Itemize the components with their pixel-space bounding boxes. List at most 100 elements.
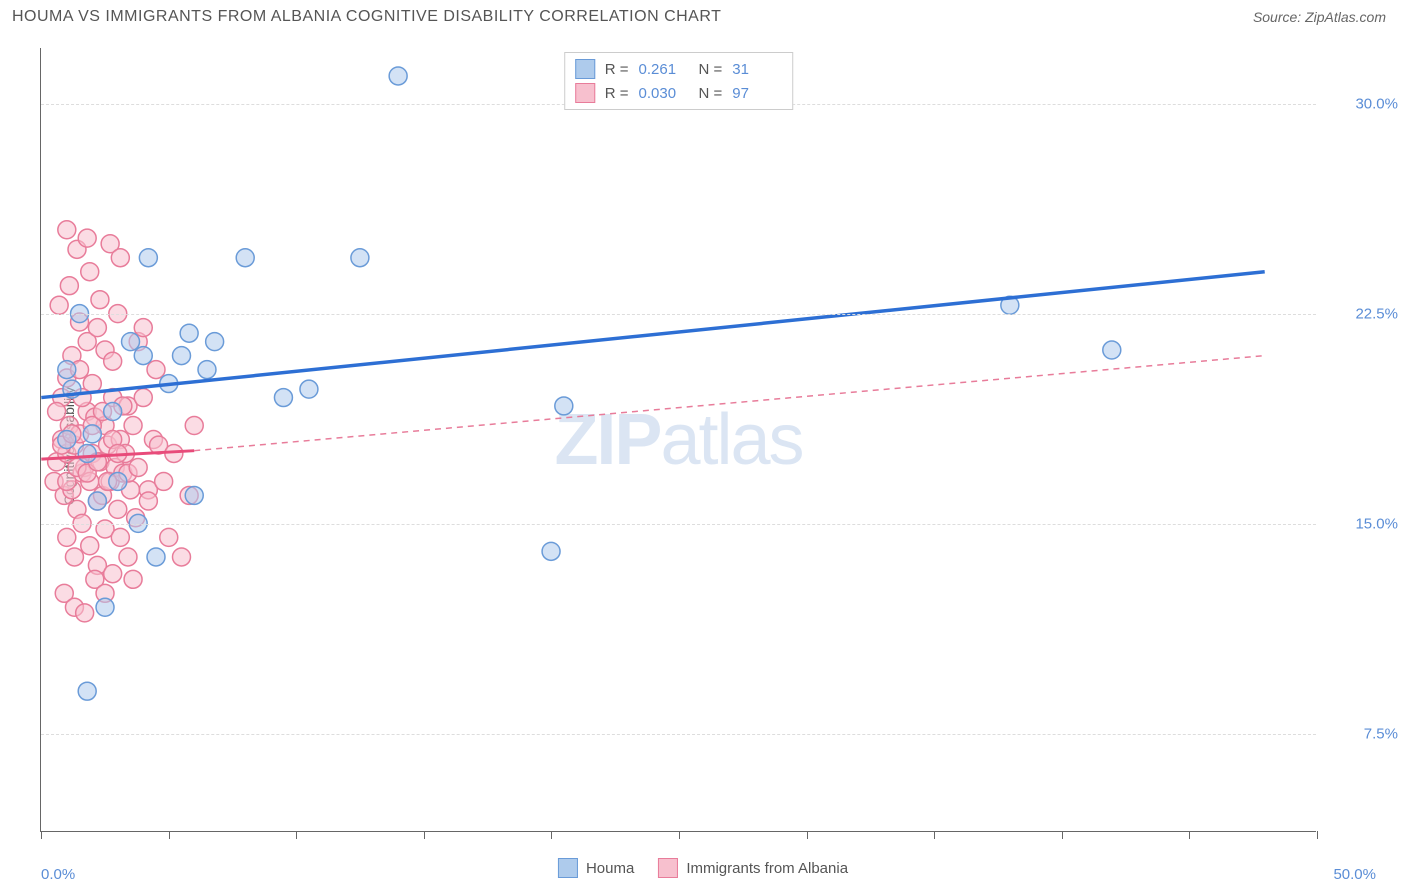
- scatter-point-series1: [351, 249, 369, 267]
- legend-stats: R = 0.261 N = 31 R = 0.030 N = 97: [564, 52, 794, 110]
- legend-n-value: 97: [732, 85, 782, 102]
- legend-series-label: Houma: [586, 860, 634, 877]
- legend-stats-row: R = 0.030 N = 97: [575, 81, 783, 105]
- scatter-point-series2: [81, 263, 99, 281]
- scatter-point-series1: [58, 431, 76, 449]
- legend-n-label: N =: [699, 85, 723, 102]
- legend-series: Houma Immigrants from Albania: [558, 858, 848, 878]
- scatter-point-series1: [96, 598, 114, 616]
- scatter-point-series1: [236, 249, 254, 267]
- legend-series-item: Immigrants from Albania: [658, 858, 848, 878]
- x-tick: [807, 831, 808, 839]
- y-tick-label: 15.0%: [1355, 516, 1398, 533]
- x-tick: [551, 831, 552, 839]
- scatter-point-series1: [58, 361, 76, 379]
- scatter-point-series1: [109, 472, 127, 490]
- legend-swatch-series2: [658, 858, 678, 878]
- gridline: [41, 734, 1316, 735]
- legend-r-label: R =: [605, 61, 629, 78]
- gridline: [41, 524, 1316, 525]
- scatter-point-series1: [542, 542, 560, 560]
- scatter-point-series2: [65, 548, 83, 566]
- scatter-point-series2: [111, 249, 129, 267]
- scatter-point-series2: [88, 319, 106, 337]
- y-tick-label: 7.5%: [1364, 726, 1398, 743]
- y-tick-label: 30.0%: [1355, 96, 1398, 113]
- y-tick-label: 22.5%: [1355, 306, 1398, 323]
- x-tick: [1189, 831, 1190, 839]
- scatter-point-series2: [129, 458, 147, 476]
- legend-n-value: 31: [732, 61, 782, 78]
- scatter-point-series1: [185, 486, 203, 504]
- scatter-point-series2: [91, 291, 109, 309]
- scatter-point-series2: [104, 352, 122, 370]
- scatter-point-series2: [81, 537, 99, 555]
- scatter-point-series2: [124, 417, 142, 435]
- legend-series-item: Houma: [558, 858, 634, 878]
- x-tick: [169, 831, 170, 839]
- legend-r-label: R =: [605, 85, 629, 102]
- scatter-point-series2: [173, 548, 191, 566]
- scatter-point-series1: [180, 324, 198, 342]
- scatter-point-series2: [119, 548, 137, 566]
- scatter-point-series2: [147, 361, 165, 379]
- x-tick: [1317, 831, 1318, 839]
- scatter-point-series2: [58, 528, 76, 546]
- scatter-point-series1: [78, 682, 96, 700]
- x-tick: [41, 831, 42, 839]
- gridline: [41, 314, 1316, 315]
- scatter-point-series2: [76, 604, 94, 622]
- scatter-point-series1: [198, 361, 216, 379]
- scatter-point-series1: [78, 444, 96, 462]
- scatter-point-series2: [104, 565, 122, 583]
- trendline-series1: [41, 272, 1264, 398]
- scatter-point-series2: [134, 389, 152, 407]
- scatter-point-series2: [124, 570, 142, 588]
- x-tick: [296, 831, 297, 839]
- scatter-point-series2: [48, 403, 66, 421]
- scatter-point-series1: [206, 333, 224, 351]
- scatter-point-series1: [173, 347, 191, 365]
- scatter-point-series1: [122, 333, 140, 351]
- scatter-point-series2: [78, 229, 96, 247]
- scatter-plot-svg: [41, 48, 1316, 831]
- scatter-point-series2: [139, 492, 157, 510]
- scatter-point-series2: [155, 472, 173, 490]
- x-axis-start-label: 0.0%: [41, 866, 75, 883]
- scatter-point-series1: [88, 492, 106, 510]
- scatter-point-series2: [160, 528, 178, 546]
- scatter-point-series2: [60, 277, 78, 295]
- scatter-point-series1: [300, 380, 318, 398]
- chart-plot-area: ZIPatlas R =0.261N =31R =0.030N =97 0.0%…: [40, 48, 1316, 832]
- scatter-point-series2: [134, 319, 152, 337]
- scatter-point-series2: [185, 417, 203, 435]
- scatter-point-series1: [147, 548, 165, 566]
- scatter-point-series1: [1103, 341, 1121, 359]
- scatter-point-series2: [111, 528, 129, 546]
- legend-n-label: N =: [699, 61, 723, 78]
- scatter-point-series1: [555, 397, 573, 415]
- scatter-point-series1: [139, 249, 157, 267]
- scatter-point-series2: [50, 296, 68, 314]
- scatter-point-series1: [83, 425, 101, 443]
- trendline-series2-dash: [194, 356, 1264, 451]
- legend-r-value: 0.261: [639, 61, 689, 78]
- source-attribution: Source: ZipAtlas.com: [1253, 9, 1386, 25]
- legend-series-label: Immigrants from Albania: [686, 860, 848, 877]
- scatter-point-series2: [109, 500, 127, 518]
- scatter-point-series2: [58, 221, 76, 239]
- x-axis-end-label: 50.0%: [1333, 866, 1376, 883]
- x-tick: [1062, 831, 1063, 839]
- legend-swatch-series1: [558, 858, 578, 878]
- scatter-point-series1: [134, 347, 152, 365]
- chart-title: HOUMA VS IMMIGRANTS FROM ALBANIA COGNITI…: [12, 8, 721, 26]
- legend-stats-row: R = 0.261 N = 31: [575, 57, 783, 81]
- legend-swatch-series2: [575, 83, 595, 103]
- x-tick: [934, 831, 935, 839]
- legend-swatch-series1: [575, 59, 595, 79]
- legend-r-value: 0.030: [639, 85, 689, 102]
- scatter-point-series1: [274, 389, 292, 407]
- x-tick: [679, 831, 680, 839]
- x-tick: [424, 831, 425, 839]
- scatter-point-series1: [104, 403, 122, 421]
